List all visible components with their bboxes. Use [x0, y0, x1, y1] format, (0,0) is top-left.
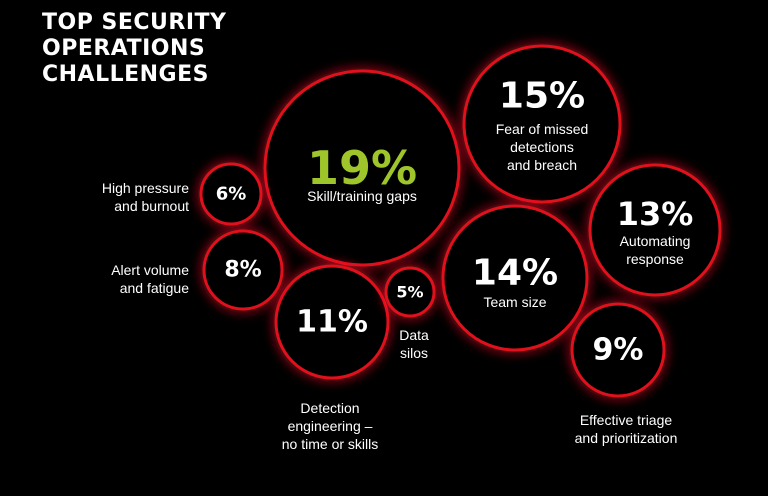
title-line-1: TOP SECURITY	[42, 10, 227, 35]
value-label-fear: 15%	[499, 76, 585, 117]
value-label-silos: 5%	[396, 283, 423, 302]
bubble-skill	[261, 67, 463, 269]
bubble-triage	[568, 300, 668, 400]
category-label-team: Team size	[483, 294, 546, 310]
bubble-ring-triage	[570, 302, 666, 398]
bubble-ring-fear	[462, 44, 622, 204]
bubble-team	[439, 202, 591, 354]
title-line-3: CHALLENGES	[42, 62, 209, 87]
value-label-detection: 11%	[296, 305, 368, 340]
bubble-ring-skill	[263, 69, 461, 267]
value-label-triage: 9%	[593, 333, 644, 368]
bubble-alert	[200, 227, 286, 313]
title-line-2: OPERATIONS	[42, 36, 206, 61]
category-label-fear: Fear of missed detections and breach	[496, 121, 589, 173]
bubble-ring-silos	[384, 266, 436, 318]
category-label-alert: Alert volume and fatigue	[111, 262, 189, 296]
bubble-fear	[460, 42, 624, 206]
value-label-alert: 8%	[224, 258, 261, 283]
bubble-ring-alert	[202, 229, 284, 311]
value-label-skill: 19%	[307, 141, 417, 195]
category-label-triage: Effective triage and prioritization	[575, 412, 678, 446]
category-label-skill: Skill/training gaps	[307, 188, 417, 204]
chart-title: TOP SECURITY OPERATIONS CHALLENGES	[42, 10, 226, 88]
category-label-silos: Data silos	[399, 327, 429, 361]
bubble-ring-pressure	[199, 162, 263, 226]
bubble-detection	[272, 262, 392, 382]
category-label-detection: Detection engineering – no time or skills	[282, 400, 378, 452]
bubble-silos	[382, 264, 438, 320]
bubble-automating	[586, 161, 724, 299]
bubble-ring-team	[441, 204, 589, 352]
category-label-pressure: High pressure and burnout	[102, 180, 189, 214]
bubble-ring-detection	[274, 264, 390, 380]
value-label-team: 14%	[472, 253, 558, 294]
value-label-pressure: 6%	[216, 184, 247, 205]
value-label-automating: 13%	[617, 195, 694, 233]
bubble-pressure	[197, 160, 265, 228]
bubble-ring-automating	[588, 163, 722, 297]
category-label-automating: Automating response	[620, 233, 691, 267]
